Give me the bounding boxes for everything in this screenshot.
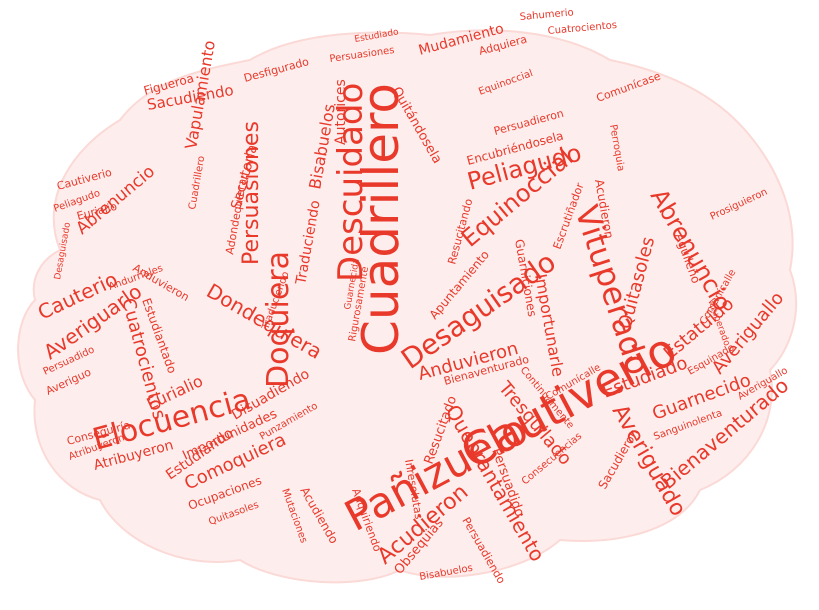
word: Descuidado	[331, 83, 371, 282]
word: Doquiera	[261, 251, 296, 388]
word: Cuatrocientos	[547, 20, 617, 37]
word: Sahumerio	[519, 7, 574, 23]
word: Autorices	[333, 79, 349, 145]
word: Persuasiones	[239, 121, 264, 265]
brain-silhouette	[17, 29, 798, 584]
word: Cuadrillero	[352, 83, 410, 355]
